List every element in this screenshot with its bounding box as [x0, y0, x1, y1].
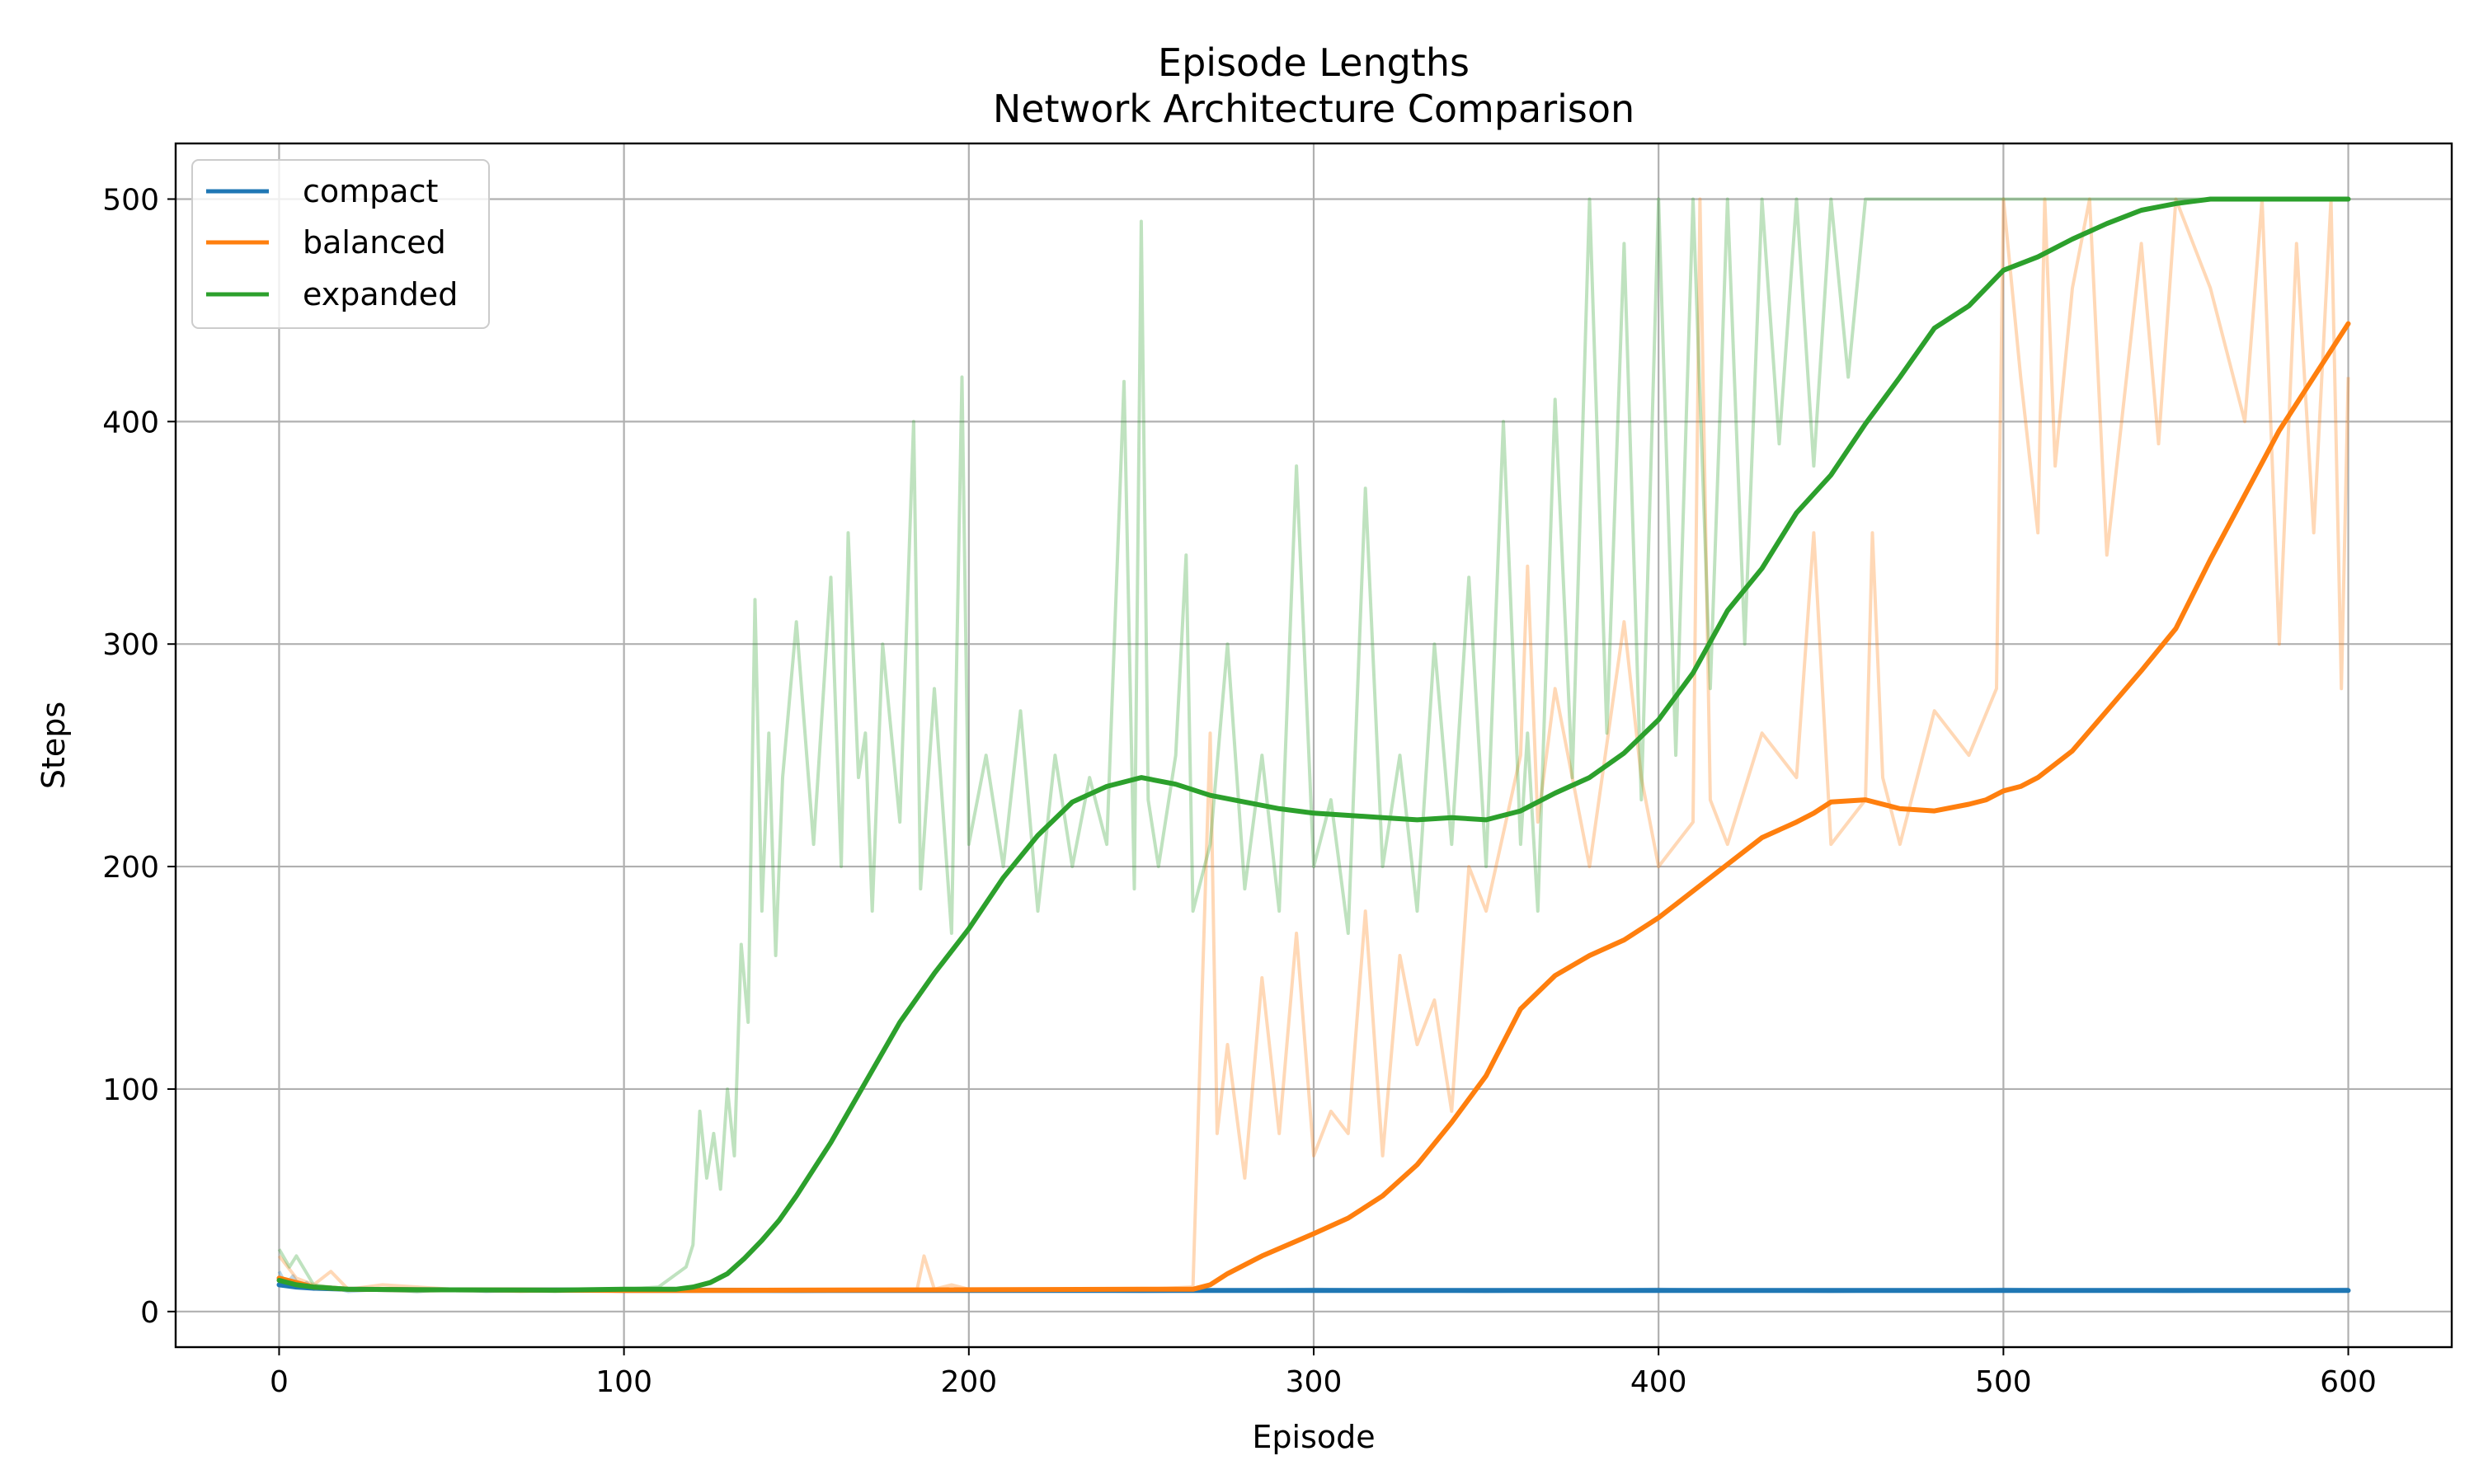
- y-axis-label: Steps: [35, 702, 72, 789]
- x-tick-label: 600: [2320, 1365, 2377, 1399]
- y-tick-label: 400: [102, 406, 159, 439]
- legend-box: [191, 159, 490, 329]
- grid: [176, 143, 2452, 1347]
- x-tick-label: 200: [940, 1365, 997, 1399]
- smoothed-line-expanded: [276, 196, 2351, 1293]
- x-tick-label: 500: [1975, 1365, 2032, 1399]
- x-tick-label: 100: [595, 1365, 652, 1399]
- raw-line-balanced: [277, 197, 2350, 1294]
- chart-title: Episode Lengths: [1158, 40, 1470, 85]
- legend-label-expanded: expanded: [303, 276, 458, 312]
- raw-line-expanded: [277, 197, 2349, 1294]
- axis-ticks: 0 100 200 300 400 500 600 0 100 200 300 400 500: [102, 183, 2377, 1399]
- plot-frame: [174, 142, 2453, 1349]
- y-tick-label: 100: [102, 1073, 159, 1107]
- legend-label-compact: compact: [303, 173, 438, 209]
- legend: compact balanced expanded: [191, 159, 490, 329]
- x-axis-label: Episode: [1252, 1419, 1375, 1455]
- y-tick-label: 300: [102, 628, 159, 662]
- chart-subtitle: Network Architecture Comparison: [993, 87, 1634, 131]
- y-tick-label: 200: [102, 851, 159, 885]
- smoothed-line-balanced: [276, 321, 2351, 1294]
- x-tick-label: 300: [1286, 1365, 1343, 1399]
- x-tick-label: 0: [270, 1365, 289, 1399]
- legend-label-balanced: balanced: [303, 224, 446, 261]
- y-tick-label: 0: [140, 1296, 159, 1330]
- smoothed-series: [276, 196, 2351, 1294]
- y-tick-label: 500: [102, 183, 159, 217]
- x-tick-label: 400: [1630, 1365, 1687, 1399]
